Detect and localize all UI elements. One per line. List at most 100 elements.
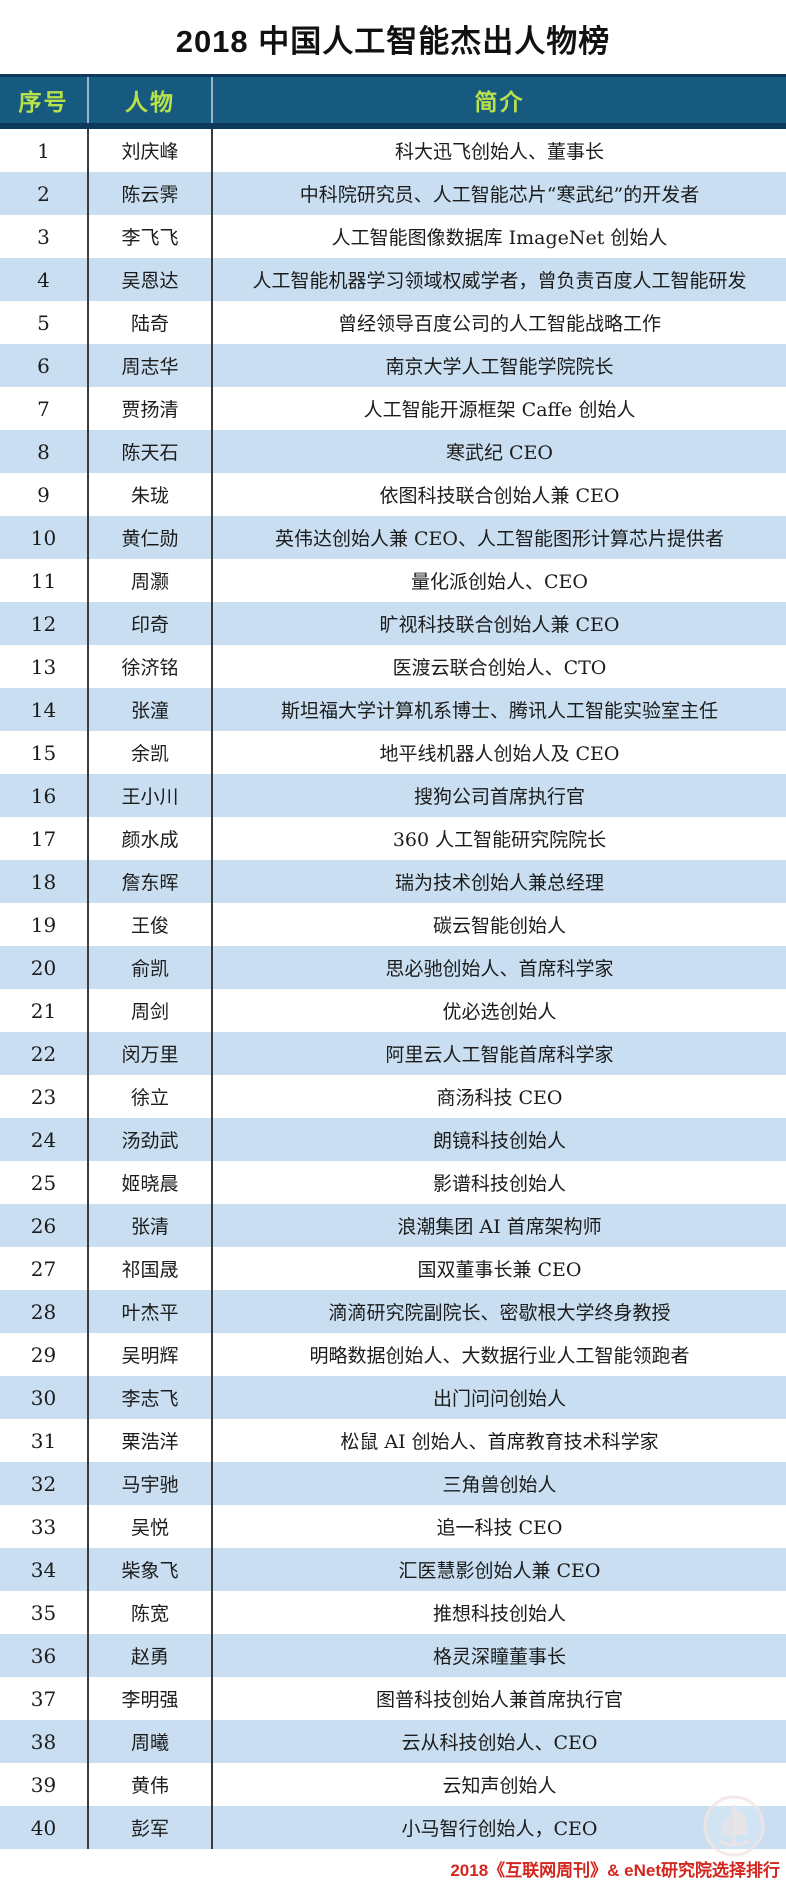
cell-rank: 21 bbox=[0, 989, 89, 1032]
cell-name: 徐立 bbox=[88, 1075, 213, 1118]
cell-rank: 35 bbox=[0, 1591, 89, 1634]
cell-rank: 30 bbox=[0, 1376, 89, 1419]
cell-rank: 9 bbox=[0, 473, 89, 516]
cell-name: 赵勇 bbox=[88, 1634, 213, 1677]
cell-rank: 29 bbox=[0, 1333, 89, 1376]
cell-rank: 23 bbox=[0, 1075, 89, 1118]
cell-name: 陆奇 bbox=[88, 301, 213, 344]
cell-rank: 7 bbox=[0, 387, 89, 430]
cell-desc: 人工智能机器学习领域权威学者，曾负责百度人工智能研发 bbox=[252, 270, 747, 292]
table-row: 11 周灏 量化派创始人、CEO bbox=[0, 559, 786, 602]
cell-desc: 云知声创始人 bbox=[442, 1775, 557, 1797]
cell-name: 余凯 bbox=[88, 731, 213, 774]
cell-name: 吴恩达 bbox=[88, 258, 213, 301]
cell-desc: 格灵深瞳董事长 bbox=[432, 1646, 566, 1668]
cell-rank: 14 bbox=[0, 688, 89, 731]
cell-rank: 15 bbox=[0, 731, 89, 774]
table-row: 7 贾扬清 人工智能开源框架 Caffe 创始人 bbox=[0, 387, 786, 430]
cell-name: 张潼 bbox=[88, 688, 213, 731]
cell-desc: 推想科技创始人 bbox=[432, 1603, 566, 1625]
cell-rank: 20 bbox=[0, 946, 89, 989]
cell-rank: 12 bbox=[0, 602, 89, 645]
column-header-rank: 序号 bbox=[0, 74, 88, 129]
cell-desc: 旷视科技联合创始人兼 CEO bbox=[379, 614, 620, 636]
cell-rank: 11 bbox=[0, 559, 89, 602]
cell-desc: 国双董事长兼 CEO bbox=[417, 1259, 582, 1281]
cell-desc: 明略数据创始人、大数据行业人工智能领跑者 bbox=[309, 1345, 690, 1367]
table-row: 22 闵万里 阿里云人工智能首席科学家 bbox=[0, 1032, 786, 1075]
cell-name: 姬晓晨 bbox=[88, 1161, 213, 1204]
cell-desc: 松鼠 AI 创始人、首席教育技术科学家 bbox=[340, 1431, 659, 1453]
cell-name: 彭军 bbox=[88, 1806, 213, 1849]
cell-name: 徐济铭 bbox=[88, 645, 213, 688]
table-row: 29 吴明辉 明略数据创始人、大数据行业人工智能领跑者 bbox=[0, 1333, 786, 1376]
cell-desc: 朗镜科技创始人 bbox=[432, 1130, 566, 1152]
cell-rank: 13 bbox=[0, 645, 89, 688]
table-row: 26 张清 浪潮集团 AI 首席架构师 bbox=[0, 1204, 786, 1247]
table-row: 19 王俊 碳云智能创始人 bbox=[0, 903, 786, 946]
cell-name: 黄仁勋 bbox=[88, 516, 213, 559]
table-row: 14 张潼 斯坦福大学计算机系博士、腾讯人工智能实验室主任 bbox=[0, 688, 786, 731]
cell-rank: 27 bbox=[0, 1247, 89, 1290]
cell-desc: 中科院研究员、人工智能芯片“寒武纪”的开发者 bbox=[299, 184, 700, 206]
cell-desc: 人工智能开源框架 Caffe 创始人 bbox=[363, 399, 636, 421]
table-row: 31 栗浩洋 松鼠 AI 创始人、首席教育技术科学家 bbox=[0, 1419, 786, 1462]
cell-desc: 瑞为技术创始人兼总经理 bbox=[394, 872, 604, 894]
cell-rank: 5 bbox=[0, 301, 89, 344]
table-row: 37 李明强 图普科技创始人兼首席执行官 bbox=[0, 1677, 786, 1720]
cell-rank: 25 bbox=[0, 1161, 89, 1204]
table-row: 30 李志飞 出门问问创始人 bbox=[0, 1376, 786, 1419]
cell-desc: 出门问问创始人 bbox=[432, 1388, 566, 1410]
cell-name: 李明强 bbox=[88, 1677, 213, 1720]
cell-name: 叶杰平 bbox=[88, 1290, 213, 1333]
cell-desc: 英伟达创始人兼 CEO、人工智能图形计算芯片提供者 bbox=[274, 528, 725, 550]
cell-desc: 寒武纪 CEO bbox=[445, 442, 554, 464]
cell-desc: 优必选创始人 bbox=[442, 1001, 557, 1023]
cell-rank: 36 bbox=[0, 1634, 89, 1677]
cell-rank: 4 bbox=[0, 258, 89, 301]
table-row: 32 马宇驰 三角兽创始人 bbox=[0, 1462, 786, 1505]
cell-rank: 8 bbox=[0, 430, 89, 473]
table-row: 17 颜水成 360 人工智能研究院院长 bbox=[0, 817, 786, 860]
cell-name: 贾扬清 bbox=[88, 387, 213, 430]
cell-name: 黄伟 bbox=[88, 1763, 213, 1806]
cell-name: 汤劲武 bbox=[88, 1118, 213, 1161]
table-row: 10 黄仁勋 英伟达创始人兼 CEO、人工智能图形计算芯片提供者 bbox=[0, 516, 786, 559]
cell-name: 柴象飞 bbox=[88, 1548, 213, 1591]
cell-rank: 18 bbox=[0, 860, 89, 903]
cell-rank: 17 bbox=[0, 817, 89, 860]
header-row: 序号 人物 简介 bbox=[0, 74, 786, 129]
cell-name: 周曦 bbox=[88, 1720, 213, 1763]
cell-desc: 商汤科技 CEO bbox=[436, 1087, 563, 1109]
table-header: 序号 人物 简介 bbox=[0, 74, 786, 129]
cell-name: 刘庆峰 bbox=[88, 126, 213, 172]
table-row: 25 姬晓晨 影谱科技创始人 bbox=[0, 1161, 786, 1204]
cell-desc: 云从科技创始人、CEO bbox=[401, 1732, 598, 1754]
column-header-intro: 简介 bbox=[211, 74, 786, 129]
cell-name: 闵万里 bbox=[88, 1032, 213, 1075]
cell-rank: 33 bbox=[0, 1505, 89, 1548]
cell-desc: 医渡云联合创始人、CTO bbox=[392, 657, 607, 679]
table-row: 4 吴恩达 人工智能机器学习领域权威学者，曾负责百度人工智能研发 bbox=[0, 258, 786, 301]
table-row: 24 汤劲武 朗镜科技创始人 bbox=[0, 1118, 786, 1161]
cell-name: 马宇驰 bbox=[88, 1462, 213, 1505]
cell-desc: 碳云智能创始人 bbox=[432, 915, 566, 937]
cell-name: 周志华 bbox=[88, 344, 213, 387]
cell-rank: 39 bbox=[0, 1763, 89, 1806]
table-row: 33 吴悦 追一科技 CEO bbox=[0, 1505, 786, 1548]
cell-desc: 量化派创始人、CEO bbox=[411, 571, 588, 593]
table-row: 16 王小川 搜狗公司首席执行官 bbox=[0, 774, 786, 817]
cell-rank: 26 bbox=[0, 1204, 89, 1247]
column-header-person: 人物 bbox=[87, 74, 212, 129]
cell-desc: 影谱科技创始人 bbox=[432, 1173, 566, 1195]
cell-rank: 19 bbox=[0, 903, 89, 946]
cell-name: 詹东晖 bbox=[88, 860, 213, 903]
cell-rank: 16 bbox=[0, 774, 89, 817]
table-row: 12 印奇 旷视科技联合创始人兼 CEO bbox=[0, 602, 786, 645]
table-row: 8 陈天石 寒武纪 CEO bbox=[0, 430, 786, 473]
table-row: 1 刘庆峰 科大迅飞创始人、董事长 bbox=[0, 126, 786, 172]
cell-rank: 31 bbox=[0, 1419, 89, 1462]
table-row: 23 徐立 商汤科技 CEO bbox=[0, 1075, 786, 1118]
table-row: 40 彭军 小马智行创始人，CEO bbox=[0, 1806, 786, 1849]
table-row: 38 周曦 云从科技创始人、CEO bbox=[0, 1720, 786, 1763]
